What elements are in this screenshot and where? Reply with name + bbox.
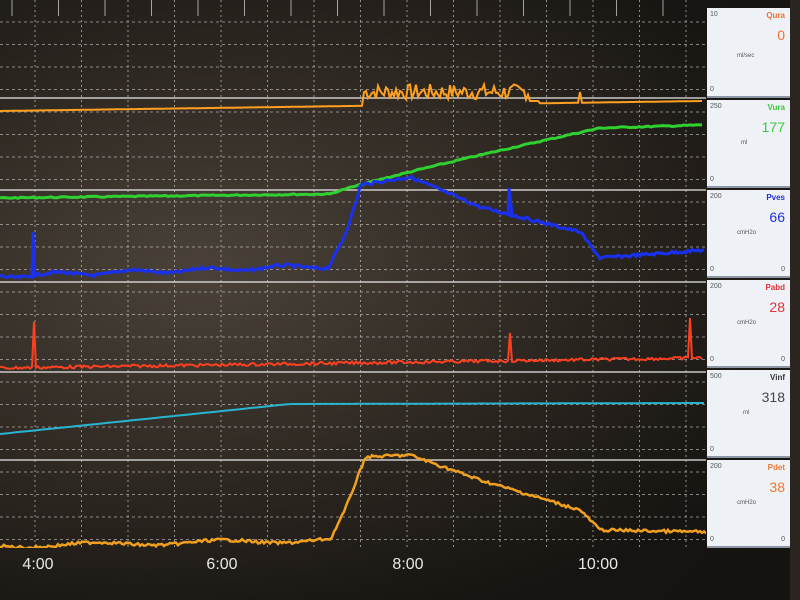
monitor-bezel [790, 0, 800, 600]
time-label-4: 10:00 [577, 556, 619, 573]
qura-trace [0, 81, 702, 112]
pves-trace [0, 174, 705, 280]
vura-scale-min: 0 [710, 176, 714, 183]
pabd-trace [0, 317, 703, 371]
qura-scale-min: 0 [710, 86, 714, 93]
channel-panel-qura[interactable]: 10 Qura 0 ml/sec 0 [707, 8, 790, 98]
pdet-channel-name: Pdet [767, 463, 785, 472]
trace-plot-area [0, 0, 706, 548]
time-label-3: 8:00 [392, 556, 424, 573]
pabd-right-zero: 0 [781, 356, 785, 363]
vura-channel-name: Vura [767, 103, 786, 112]
pdet-value: 38 [769, 479, 785, 495]
pdet-scale-min: 0 [710, 536, 714, 543]
channel-panel-pdet[interactable]: 200 Pdet 38 cmH2o 0 0 [707, 460, 790, 548]
pabd-scale-max: 200 [710, 283, 722, 290]
vura-unit: ml [741, 140, 748, 146]
pabd-unit: cmH2o [737, 320, 757, 326]
channel-panel-vinf[interactable]: 500 Vinf 318 ml 0 [707, 370, 790, 458]
pves-unit: cmH2o [737, 230, 757, 236]
channel-panel-vura[interactable]: 250 Vura 177 ml 0 [707, 100, 790, 188]
vura-value: 177 [761, 119, 785, 135]
vinf-scale-min: 0 [710, 446, 714, 453]
qura-scale-max: 10 [710, 11, 718, 18]
vinf-channel-name: Vinf [770, 373, 785, 382]
pdet-unit: cmH2o [737, 500, 757, 506]
pves-scale-min: 0 [710, 266, 714, 273]
pdet-right-zero: 0 [781, 536, 785, 543]
time-label-1: 4:00 [22, 556, 54, 573]
pabd-scale-min: 0 [710, 356, 714, 363]
vinf-value: 318 [761, 389, 785, 405]
pves-value: 66 [769, 209, 785, 225]
pdet-trace [0, 453, 706, 548]
time-label-2: 6:00 [206, 556, 238, 573]
pdet-scale-max: 200 [710, 463, 722, 470]
vura-trace [0, 123, 703, 200]
pabd-channel-name: Pabd [765, 283, 785, 292]
vinf-unit: ml [743, 410, 750, 416]
qura-channel-name: Qura [766, 11, 785, 20]
channel-panel-pabd[interactable]: 200 Pabd 28 cmH2o 0 0 [707, 280, 790, 368]
pabd-value: 28 [769, 299, 785, 315]
vura-scale-max: 250 [710, 103, 722, 110]
pves-channel-name: Pves [766, 193, 785, 202]
pves-right-zero: 0 [781, 266, 785, 273]
channel-panel-pves[interactable]: 200 Pves 66 cmH2o 0 0 [707, 190, 790, 278]
vinf-trace [0, 402, 704, 435]
vinf-scale-max: 500 [710, 373, 722, 380]
qura-unit: ml/sec [737, 53, 755, 59]
trace-layer [0, 81, 706, 548]
pves-scale-max: 200 [710, 193, 722, 200]
qura-value: 0 [777, 27, 785, 43]
